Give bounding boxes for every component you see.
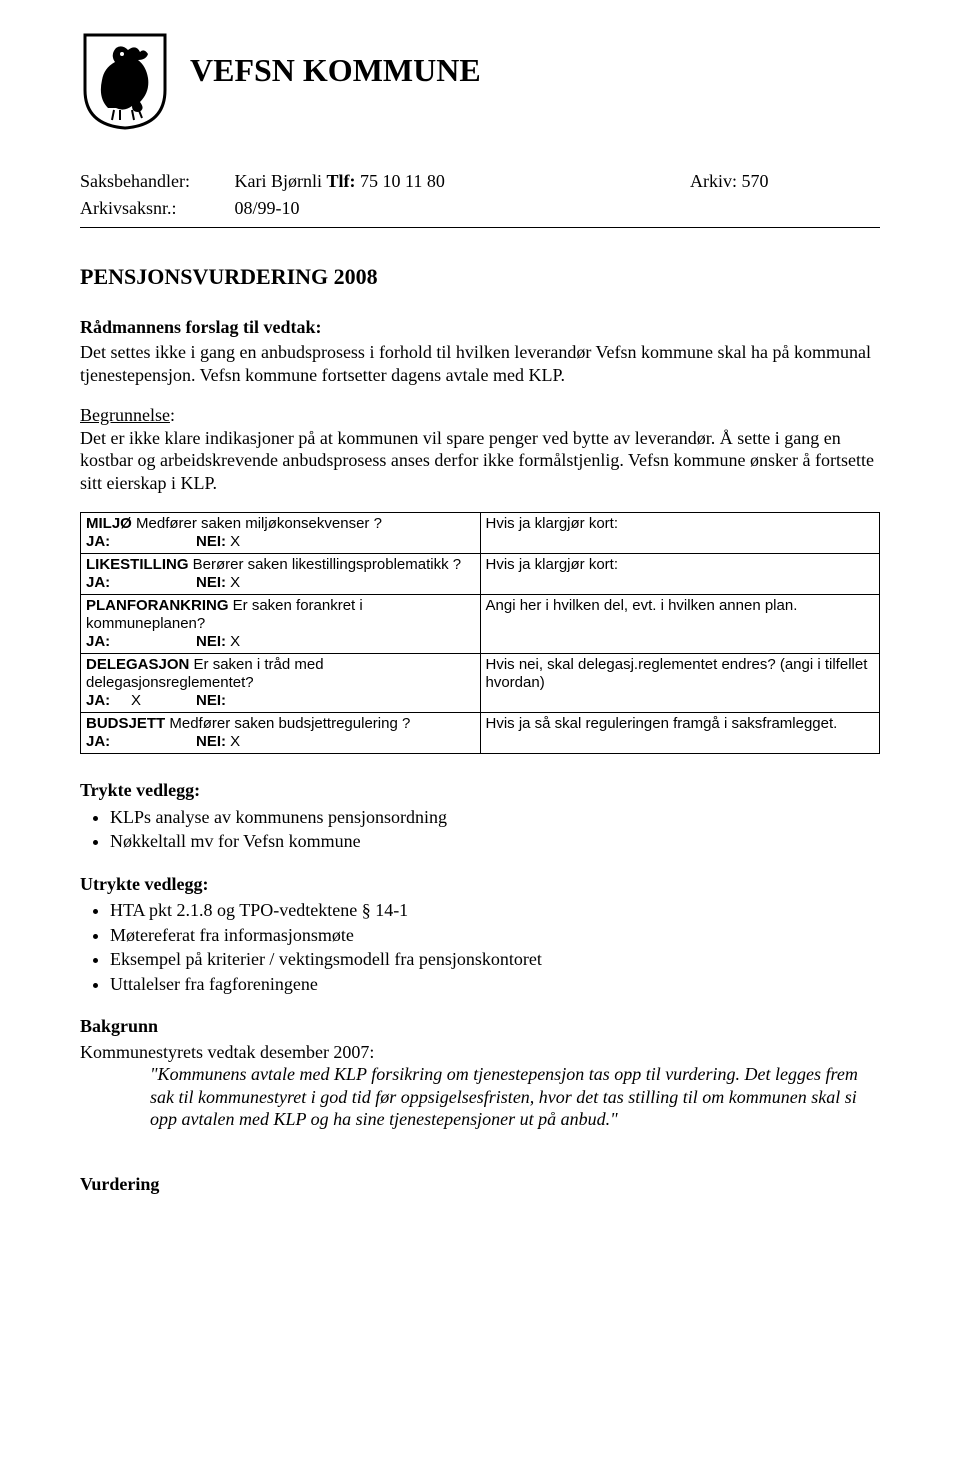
checklist-nei: NEI: X [196,574,240,591]
list-item: Møtereferat fra informasjonsmøte [110,924,880,947]
saksbehandler-label: Saksbehandler: [80,170,230,193]
checklist-question-cell: DELEGASJON Er saken i tråd med delegasjo… [81,654,481,713]
forslag-body: Det settes ikke i gang en anbudsprosess … [80,341,880,386]
checklist-row: LIKESTILLING Berører saken likestillings… [81,554,880,595]
bakgrunn-intro: Kommunestyrets vedtak desember 2007: [80,1041,880,1064]
tlf-label: Tlf: [327,171,356,191]
checklist-question-cell: BUDSJETT Medfører saken budsjettreguleri… [81,713,481,754]
separator-line [80,227,880,228]
checklist-table: MILJØ Medfører saken miljøkonsekvenser ?… [80,512,880,754]
checklist-instruction-cell: Hvis ja klargjør kort: [480,513,880,554]
checklist-nei: NEI: X [196,733,240,750]
checklist-nei: NEI: [196,692,226,709]
list-item: KLPs analyse av kommunens pensjonsordnin… [110,806,880,829]
checklist-question-text: Berører saken likestillingsproblematikk … [189,556,462,573]
meta-row-2: Arkivsaksnr.: 08/99-10 [80,197,880,220]
arkivsaksnr-label: Arkivsaksnr.: [80,197,230,220]
checklist-ja: JA: [86,733,196,751]
checklist-topic-label: LIKESTILLING [86,556,189,573]
begrunnelse-heading: Begrunnelse [80,405,170,425]
begrunnelse-body: Det er ikke klare indikasjoner på at kom… [80,427,880,495]
document-title: PENSJONSVURDERING 2008 [80,263,880,291]
checklist-ja: JA: [86,633,196,651]
list-item: Uttalelser fra fagforeningene [110,973,880,996]
coat-of-arms-icon [80,30,170,130]
checklist-instruction-cell: Hvis ja så skal reguleringen framgå i sa… [480,713,880,754]
trykte-vedlegg-list: KLPs analyse av kommunens pensjonsordnin… [110,806,880,853]
saksbehandler-value: Kari Bjørnli [235,171,327,191]
checklist-ja: JA: [86,533,196,551]
checklist-question-text: Medfører saken budsjettregulering ? [165,715,410,732]
checklist-row: PLANFORANKRING Er saken forankret i komm… [81,595,880,654]
kommune-title: VEFSN KOMMUNE [190,50,481,90]
checklist-question-cell: MILJØ Medfører saken miljøkonsekvenser ?… [81,513,481,554]
checklist-instruction-cell: Angi her i hvilken del, evt. i hvilken a… [480,595,880,654]
forslag-heading: Rådmannens forslag til vedtak: [80,316,880,339]
arkiv-label: Arkiv: [690,171,737,191]
meta-row-1: Saksbehandler: Kari Bjørnli Tlf: 75 10 1… [80,170,880,193]
checklist-row: DELEGASJON Er saken i tråd med delegasjo… [81,654,880,713]
utrykte-vedlegg-heading: Utrykte vedlegg: [80,873,880,896]
checklist-ja: JA: X [86,692,196,710]
checklist-topic-label: DELEGASJON [86,656,189,673]
trykte-vedlegg-heading: Trykte vedlegg: [80,779,880,802]
checklist-question-cell: LIKESTILLING Berører saken likestillings… [81,554,481,595]
checklist-row: BUDSJETT Medfører saken budsjettreguleri… [81,713,880,754]
checklist-topic-label: MILJØ [86,515,132,532]
begrunnelse-heading-line: Begrunnelse: [80,404,880,427]
arkiv-value: 570 [742,171,769,191]
checklist-nei: NEI: X [196,633,240,650]
checklist-row: MILJØ Medfører saken miljøkonsekvenser ?… [81,513,880,554]
checklist-nei: NEI: X [196,533,240,550]
tlf-value: 75 10 11 80 [360,171,445,191]
checklist-topic-label: BUDSJETT [86,715,165,732]
bakgrunn-heading: Bakgrunn [80,1015,880,1038]
checklist-instruction-cell: Hvis ja klargjør kort: [480,554,880,595]
list-item: HTA pkt 2.1.8 og TPO-vedtektene § 14-1 [110,899,880,922]
bakgrunn-quote: "Kommunens avtale med KLP forsikring om … [150,1063,880,1131]
list-item: Nøkkeltall mv for Vefsn kommune [110,830,880,853]
checklist-instruction-cell: Hvis nei, skal delegasj.reglementet endr… [480,654,880,713]
checklist-ja: JA: [86,574,196,592]
utrykte-vedlegg-list: HTA pkt 2.1.8 og TPO-vedtektene § 14-1Mø… [110,899,880,995]
checklist-question-text: Medfører saken miljøkonsekvenser ? [132,515,382,532]
document-header: VEFSN KOMMUNE [80,30,880,130]
checklist-question-cell: PLANFORANKRING Er saken forankret i komm… [81,595,481,654]
arkivsaksnr-value: 08/99-10 [235,198,300,218]
checklist-topic-label: PLANFORANKRING [86,597,229,614]
list-item: Eksempel på kriterier / vektingsmodell f… [110,948,880,971]
vurdering-heading: Vurdering [80,1173,880,1196]
